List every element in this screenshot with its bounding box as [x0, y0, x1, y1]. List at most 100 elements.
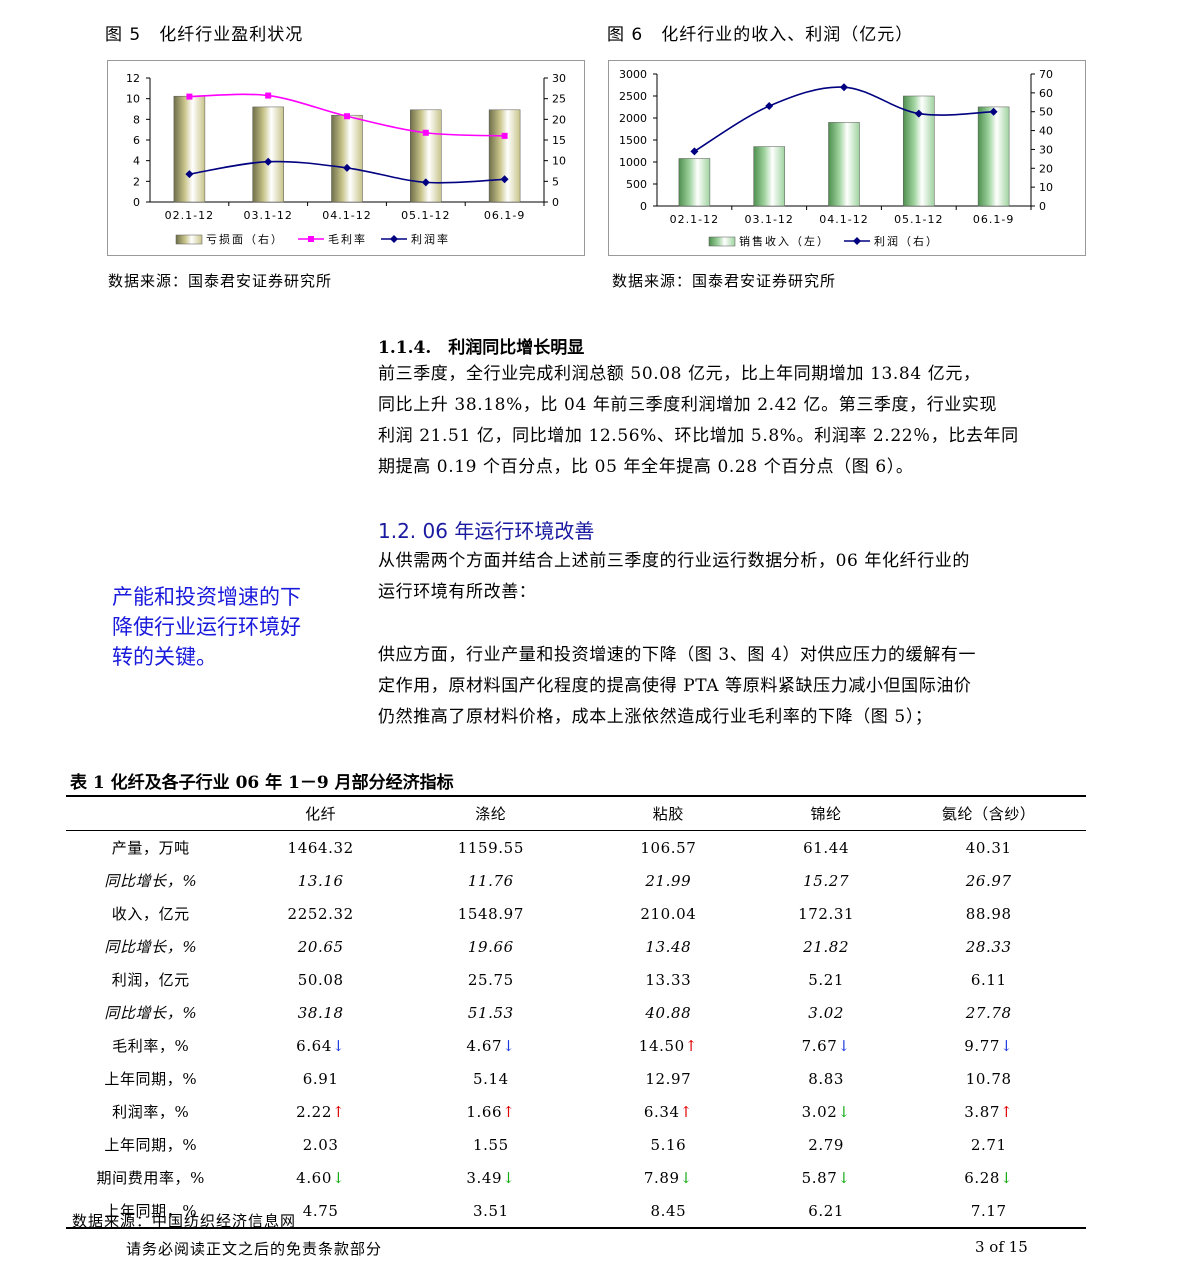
table-cell: 2.03: [236, 1128, 406, 1161]
x-tick-label: 04.1-12: [819, 213, 868, 226]
cell-value: 1.55: [472, 1135, 509, 1154]
table-row: 利润率，% 2.22↑ 1.66↑ 6.34↑ 3.02↓ 3.87↑: [66, 1095, 1086, 1128]
table-cell: 5.21: [761, 963, 892, 996]
y-tick-label-right: 20: [1039, 162, 1053, 175]
table-cell: 6.21: [761, 1194, 892, 1228]
table-cell: 13.16: [236, 864, 406, 897]
cell-value: 利润率，%: [112, 1103, 190, 1121]
line-point: [765, 102, 774, 111]
section-114-body: 前三季度，全行业完成利润总额 50.08 亿元，比上年同期增加 13.84 亿元…: [378, 359, 1098, 483]
table-header-cell: 锦纶: [810, 805, 842, 823]
table-row: 利润，亿元 50.08 25.75 13.33 5.21 6.11: [66, 963, 1086, 996]
legend-label: 利润（右）: [874, 234, 939, 248]
section-12-line: 从供需两个方面并结合上述前三季度的行业运行数据分析，06 年化纤行业的: [378, 551, 971, 571]
cell-value: 7.17: [970, 1201, 1007, 1220]
line-point: [185, 170, 194, 179]
y-tick-label-right: 30: [552, 72, 566, 85]
table-cell: 3.02: [761, 996, 892, 1029]
arrow-up-icon: ↑: [1000, 1102, 1014, 1121]
cell-value: 19.66: [467, 937, 514, 956]
cell-value: 10.78: [965, 1069, 1012, 1088]
table-cell: 27.78: [891, 996, 1086, 1029]
y-tick-label-left: 12: [126, 72, 140, 85]
x-tick-label: 06.1-9: [484, 209, 525, 222]
table-cell: 2.79: [761, 1128, 892, 1161]
y-tick-label-right: 15: [552, 134, 566, 147]
y-tick-label-right: 40: [1039, 125, 1053, 138]
table-cell: 13.33: [576, 963, 761, 996]
cell-value: 上年同期，%: [104, 1136, 198, 1154]
y-tick-label-left: 2: [133, 175, 140, 188]
table-cell: 3.02↓: [761, 1095, 892, 1128]
table-row: 产量，万吨 1464.32 1159.55 106.57 61.44 40.31: [66, 831, 1086, 865]
table-cell: 7.67↓: [761, 1029, 892, 1062]
cell-value: 上年同期，%: [104, 1070, 198, 1088]
table-row: 同比增长，% 20.65 19.66 13.48 21.82 28.33: [66, 930, 1086, 963]
section-12-para1: 从供需两个方面并结合上述前三季度的行业运行数据分析，06 年化纤行业的 运行环境…: [378, 546, 1098, 608]
x-tick-label: 03.1-12: [744, 213, 793, 226]
cell-value: 26.97: [965, 871, 1012, 890]
cell-value: 同比增长，%: [104, 938, 198, 956]
footer-disclaimer: 请务必阅读正文之后的免责条款部分: [126, 1240, 383, 1258]
table-cell: 1464.32: [236, 831, 406, 865]
cell-value: 3.49: [466, 1168, 503, 1187]
table-cell: 28.33: [891, 930, 1086, 963]
cell-value: 61.44: [803, 838, 850, 857]
fig5-title: 图 5 化纤行业盈利状况: [105, 25, 304, 45]
cell-value: 利润，亿元: [111, 971, 190, 989]
side-note-line: 转的关键。: [112, 645, 217, 669]
y-tick-label-left: 0: [640, 200, 647, 213]
legend-label: 销售收入（左）: [739, 234, 830, 248]
section-12-line: 供应方面，行业产量和投资增速的下降（图 3、图 4）对供应压力的缓解有一: [378, 645, 977, 665]
legend-marker: [390, 235, 398, 243]
y-tick-label-right: 25: [552, 93, 566, 106]
bar: [488, 109, 521, 203]
cell-value: 210.04: [640, 904, 697, 923]
section-114-line: 期提高 0.19 个百分点，比 05 年全年提高 0.28 个百分点（图 6）。: [378, 457, 914, 477]
legend-marker: [853, 237, 861, 245]
arrow-down-icon: ↓: [331, 1168, 346, 1187]
cell-value: 2.22: [296, 1102, 332, 1121]
legend-label: 毛利率: [328, 232, 367, 246]
cell-value: 9.77: [964, 1036, 1001, 1055]
cell-value: 20.65: [297, 937, 344, 956]
cell-value: 6.64: [296, 1036, 332, 1055]
cell-value: 106.57: [640, 838, 697, 857]
legend-label: 亏损面（右）: [206, 232, 284, 246]
table-row-label: 毛利率，%: [66, 1029, 236, 1062]
table-cell: 21.82: [761, 930, 892, 963]
table-row: 上年同期，% 4.75 3.51 8.45 6.21 7.17: [66, 1194, 1086, 1228]
cell-value: 12.97: [645, 1069, 692, 1088]
y-tick-label-right: 10: [1039, 181, 1053, 194]
table-cell: 50.08: [236, 963, 406, 996]
table-cell: 13.48: [576, 930, 761, 963]
bar: [410, 109, 442, 203]
fig5-chart-svg: 0 2 4 6 8 10 12 0 5 10 15 20 25 30 02.1-12 03.1-12 04.1-…: [126, 72, 566, 246]
legend-marker: [308, 236, 314, 242]
y-tick-label-left: 1500: [619, 134, 647, 147]
line-point: [422, 129, 429, 136]
fig6-source: 数据来源：国泰君安证券研究所: [612, 272, 837, 290]
cell-value: 15.27: [803, 871, 850, 890]
x-tick-label: 02.1-12: [165, 209, 214, 222]
arrow-down-icon: ↓: [331, 1036, 346, 1055]
table-cell: 20.65: [236, 930, 406, 963]
arrow-up-icon: ↑: [684, 1036, 698, 1055]
cell-value: 40.31: [965, 838, 1012, 857]
legend-swatch: [175, 234, 203, 245]
x-tick-label: 04.1-12: [322, 209, 371, 222]
table-row: 毛利率，% 6.64↓ 4.67↓ 14.50↑ 7.67↓ 9.77↓: [66, 1029, 1086, 1062]
legend-swatch: [708, 236, 736, 247]
table-row-label: 上年同期，%: [66, 1194, 236, 1228]
side-note: 产能和投资增速的下 降使行业运行环境好 转的关键。: [112, 582, 301, 672]
table-cell: 106.57: [576, 831, 761, 865]
fig5-source: 数据来源：国泰君安证券研究所: [108, 272, 333, 290]
bar: [331, 114, 363, 203]
table-cell: 26.97: [891, 864, 1086, 897]
section-114-line: 利润 21.51 亿，同比增加 12.56%、环比增加 5.8%。利润率 2.2…: [378, 426, 1019, 446]
line-point: [500, 175, 509, 184]
fig5-chart: 0 2 4 6 8 10 12 0 5 10 15 20 25 30 02.1-12 03.1-12 04.1-…: [107, 60, 585, 256]
table-row: 上年同期，% 2.03 1.55 5.16 2.79 2.71: [66, 1128, 1086, 1161]
side-note-line: 产能和投资增速的下: [112, 585, 301, 609]
cell-value: 6.91: [302, 1069, 339, 1088]
